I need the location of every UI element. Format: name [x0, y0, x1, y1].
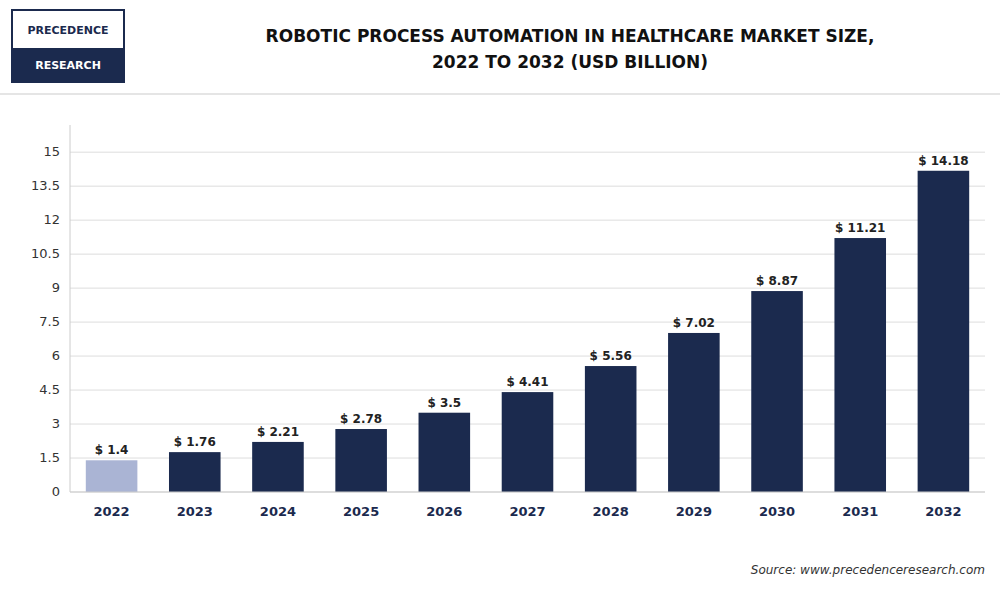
x-tick-label: 2032	[925, 504, 961, 519]
logo: PRECEDENCE RESEARCH	[12, 10, 124, 82]
bar	[86, 460, 138, 492]
grid-line	[70, 152, 985, 153]
y-tick-label: 7.5	[39, 314, 60, 329]
bar	[335, 429, 387, 492]
logo-text: RESEARCH	[35, 59, 101, 72]
y-tick-label: 9	[52, 280, 60, 295]
x-axis-line	[70, 492, 985, 493]
separator	[0, 93, 1000, 94]
x-tick-label: 2029	[676, 504, 712, 519]
data-label: $ 2.21	[257, 425, 299, 439]
x-tick-label: 2030	[759, 504, 795, 519]
logo-frame	[12, 10, 124, 82]
x-tick-label: 2031	[842, 504, 878, 519]
chart-container: PRECEDENCE RESEARCH ROBOTIC PROCESS AUTOMA…	[0, 0, 1000, 592]
subtitle: 2022 TO 2032 (USD BILLION)	[432, 52, 708, 72]
bar	[834, 238, 886, 492]
bar	[751, 291, 803, 492]
x-tick-label: 2025	[343, 504, 379, 519]
source: Source: www.precedenceresearch.com	[751, 563, 985, 577]
x-tick-label: 2028	[593, 504, 629, 519]
y-tick-label: 1.5	[39, 450, 60, 465]
data-label: $ 3.5	[427, 396, 461, 410]
title: ROBOTIC PROCESS AUTOMATION IN HEALTHCARE…	[266, 26, 875, 46]
y-tick-label: 4.5	[39, 382, 60, 397]
data-label: $ 1.4	[95, 443, 129, 457]
chart-svg: PRECEDENCE RESEARCH ROBOTIC PROCESS AUTOMA…	[0, 0, 1000, 592]
bar	[668, 333, 720, 492]
data-label: $ 14.18	[918, 154, 968, 168]
y-tick-label: 6	[52, 348, 60, 363]
bars	[86, 171, 969, 492]
data-label: $ 1.76	[174, 435, 216, 449]
logo-text: PRECEDENCE	[27, 24, 108, 37]
bar	[169, 452, 221, 492]
y-tick-label: 13.5	[31, 178, 60, 193]
data-labels: $ 1.4 $ 1.76 $ 2.21 $ 2.78 $ 3.5 $ 4.41 $ 5.56…	[95, 154, 969, 458]
x-tick-label: 2026	[426, 504, 462, 519]
data-label: $ 5.56	[590, 349, 632, 363]
logo-bottom	[12, 48, 124, 82]
bar	[918, 171, 970, 492]
x-tick-label: 2024	[260, 504, 296, 519]
grid-line	[70, 492, 985, 493]
data-label: $ 2.78	[340, 412, 382, 426]
data-label: $ 4.41	[506, 375, 548, 389]
grid-line	[70, 186, 985, 187]
bar	[585, 366, 637, 492]
y-tick-label: 10.5	[31, 246, 60, 261]
data-label: $ 8.87	[756, 274, 798, 288]
y-tick-label: 15	[43, 144, 60, 159]
x-tick-label: 2022	[93, 504, 129, 519]
y-axis: 0 1.5 3 4.5 6 7.5 9 10.5 12 13.5 15	[31, 125, 985, 499]
y-tick-label: 12	[43, 212, 60, 227]
bar	[419, 413, 471, 492]
x-tick-label: 2023	[177, 504, 213, 519]
x-axis: 2022 2023 2024 2025 2026 2027 2028 2029 2030 2031…	[70, 492, 985, 519]
bar	[502, 392, 554, 492]
y-tick-label: 0	[52, 484, 60, 499]
y-axis-line	[70, 125, 71, 492]
data-label: $ 11.21	[835, 221, 885, 235]
bar	[252, 442, 304, 492]
x-tick-label: 2027	[509, 504, 545, 519]
data-label: $ 7.02	[673, 316, 715, 330]
y-tick-label: 3	[52, 416, 60, 431]
